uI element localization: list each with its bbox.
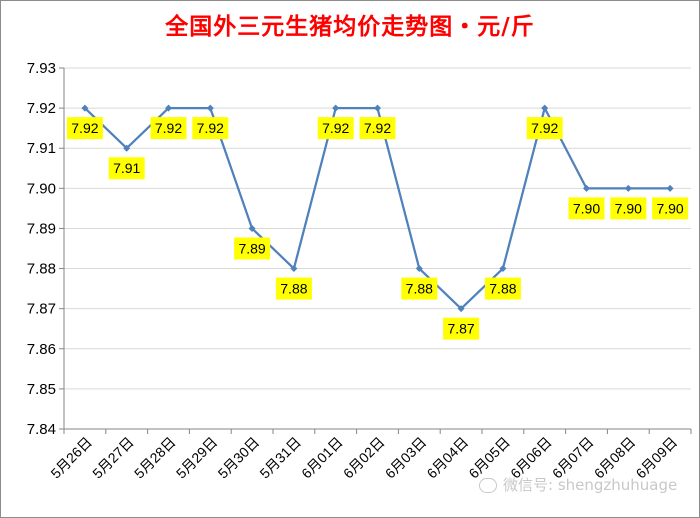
data-label-text: 7.87	[447, 321, 474, 337]
y-tick-label: 7.90	[27, 180, 56, 197]
watermark-text: 微信号: shengzhuhuage	[503, 476, 678, 494]
data-label-box	[317, 117, 354, 140]
data-point-marker	[290, 265, 298, 273]
x-tick-label: 5月30日	[215, 434, 263, 482]
data-label: 7.90	[568, 197, 605, 220]
data-label: 7.92	[526, 117, 563, 140]
y-tick-label: 7.93	[27, 60, 56, 77]
data-label-box	[610, 197, 647, 220]
data-label-box	[275, 277, 312, 300]
data-label-box	[443, 317, 480, 340]
y-tick-label: 7.92	[27, 100, 56, 117]
data-point-marker	[499, 265, 507, 273]
data-label-box	[192, 117, 229, 140]
x-tick-label: 6月02日	[340, 434, 388, 482]
data-label: 7.90	[610, 197, 647, 220]
data-label-text: 7.92	[71, 120, 98, 136]
x-tick-label: 5月29日	[173, 434, 221, 482]
series-markers	[81, 104, 674, 313]
data-label: 7.91	[108, 157, 145, 180]
data-point-marker	[374, 104, 381, 112]
data-label-text: 7.88	[406, 281, 433, 297]
data-point-marker	[541, 104, 549, 112]
data-label: 7.90	[652, 197, 689, 220]
data-label-text: 7.92	[322, 120, 349, 136]
data-label-text: 7.90	[615, 200, 642, 216]
data-point-marker	[165, 104, 172, 112]
x-tick-label: 6月04日	[424, 434, 472, 482]
data-label-text: 7.89	[238, 240, 265, 256]
data-label-text: 7.90	[573, 200, 600, 216]
data-label-box	[401, 277, 438, 300]
data-label-text: 7.92	[155, 120, 182, 136]
data-point-marker	[206, 104, 214, 112]
data-label-text: 7.90	[656, 200, 683, 216]
data-label-text: 7.88	[489, 281, 516, 297]
watermark: 微信号: shengzhuhuage	[479, 474, 677, 495]
data-point-marker	[81, 104, 89, 112]
x-tick-label: 5月26日	[47, 434, 95, 482]
y-tick-label: 7.85	[27, 381, 56, 398]
data-label-box	[234, 237, 271, 260]
x-tick-label: 5月28日	[131, 434, 179, 482]
data-label: 7.92	[359, 117, 396, 140]
data-label: 7.88	[484, 277, 521, 300]
data-point-marker	[457, 305, 465, 313]
data-label-box	[359, 117, 396, 140]
x-tick-label: 6月03日	[382, 434, 430, 482]
y-tick-label: 7.87	[27, 301, 56, 318]
data-label: 7.92	[317, 117, 354, 140]
x-tick-label: 6月01日	[298, 434, 346, 482]
y-tick-label: 7.89	[27, 220, 56, 237]
data-point-marker	[624, 184, 632, 192]
data-label-box	[526, 117, 563, 140]
y-tick-label: 7.84	[27, 421, 56, 438]
data-label-box	[484, 277, 521, 300]
data-point-marker	[666, 184, 674, 192]
data-label: 7.92	[66, 117, 103, 140]
data-label-box	[150, 117, 187, 140]
data-point-marker	[583, 184, 590, 192]
data-label-box	[66, 117, 103, 140]
y-tick-label: 7.88	[27, 261, 56, 278]
data-label-box	[652, 197, 689, 220]
data-point-marker	[332, 104, 340, 112]
wechat-icon	[479, 478, 497, 493]
data-label: 7.89	[234, 237, 271, 260]
x-tick-label: 5月31日	[256, 434, 304, 482]
y-tick-label: 7.86	[27, 341, 56, 358]
data-point-marker	[248, 224, 256, 232]
data-label: 7.92	[150, 117, 187, 140]
data-point-marker	[415, 265, 423, 273]
data-label-text: 7.88	[280, 281, 307, 297]
y-axis-ticks: 7.84 7.85 7.86 7.87 7.88 7.89 7.90 7.91 7.92 7.93	[27, 60, 56, 438]
data-label-text: 7.92	[531, 120, 558, 136]
y-tick-label: 7.91	[27, 140, 56, 157]
data-label-box	[108, 157, 145, 180]
data-label: 7.88	[401, 277, 438, 300]
data-label-text: 7.92	[364, 120, 391, 136]
data-label: 7.88	[275, 277, 312, 300]
data-label-text: 7.92	[197, 120, 224, 136]
data-label-box	[568, 197, 605, 220]
data-label: 7.92	[192, 117, 229, 140]
data-label: 7.87	[443, 317, 480, 340]
chart-title: 全国外三元生猪均价走势图・元/斤	[165, 13, 535, 40]
axes	[59, 67, 692, 434]
data-labels: 7.92 7.91 7.92 7.92 7.89 7.88 7.92 7.92 7.88 7.87…	[66, 117, 689, 340]
x-tick-label: 5月27日	[89, 434, 137, 482]
data-label-text: 7.91	[113, 160, 140, 176]
data-point-marker	[123, 144, 131, 152]
